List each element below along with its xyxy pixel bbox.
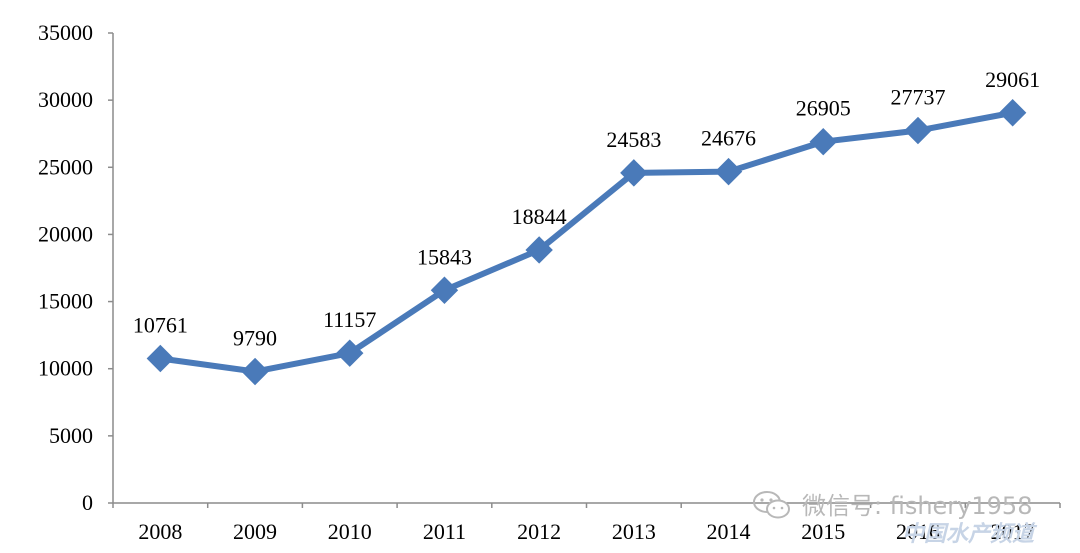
data-point-marker: [998, 99, 1027, 127]
x-tick-label: 2016: [896, 519, 940, 544]
series-line: [157, 109, 1016, 375]
data-point-marker: [714, 157, 743, 186]
data-point-marker: [241, 357, 269, 386]
data-label: 9790: [233, 326, 277, 351]
y-tick-label: 5000: [49, 423, 93, 448]
data-label: 18844: [512, 204, 567, 229]
data-label: 29061: [985, 67, 1040, 92]
x-tick-label: 2010: [328, 519, 372, 544]
y-tick-label: 0: [82, 490, 93, 515]
data-point-marker: [620, 159, 648, 187]
x-tick-label: 2008: [138, 519, 182, 544]
y-tick-label: 20000: [38, 221, 93, 246]
series-markers: [146, 99, 1027, 386]
data-label: 10761: [133, 312, 188, 337]
series-line-group: [157, 109, 1016, 375]
y-tick-label: 35000: [38, 20, 93, 45]
data-label: 27737: [890, 85, 945, 110]
data-point-marker: [146, 344, 175, 373]
x-tick-label: 2015: [801, 519, 845, 544]
data-point-marker: [336, 339, 364, 367]
data-labels: 10761 9790 11157 15843 18844 24583 24676 26905 2…: [133, 67, 1040, 351]
data-label: 15843: [417, 244, 472, 269]
data-label: 11157: [323, 307, 376, 332]
y-tick-label: 30000: [38, 87, 93, 112]
x-tick-label: 2013: [612, 519, 656, 544]
y-tick-label: 10000: [38, 356, 93, 381]
y-axis-ticks: 0 5000 10000 15000 20000 25000 30000 35000: [38, 20, 113, 515]
x-axis-ticks: 2008 2009 2010 2011 2012 2013 2014 2015 2016 2017: [112, 503, 1061, 544]
data-point-marker: [525, 236, 553, 264]
data-label: 24583: [606, 127, 661, 152]
x-tick-label: 2011: [423, 519, 466, 544]
x-tick-label: 2009: [233, 519, 277, 544]
x-tick-label: 2012: [517, 519, 561, 544]
x-tick-label: 2014: [707, 519, 751, 544]
y-tick-label: 15000: [38, 289, 93, 314]
data-label: 26905: [796, 96, 851, 121]
data-point-marker: [904, 116, 932, 145]
y-tick-label: 25000: [38, 154, 93, 179]
data-label: 24676: [701, 126, 756, 151]
x-tick-label: 2017: [991, 519, 1035, 544]
data-point-marker: [809, 127, 837, 156]
data-point-marker: [430, 276, 459, 304]
